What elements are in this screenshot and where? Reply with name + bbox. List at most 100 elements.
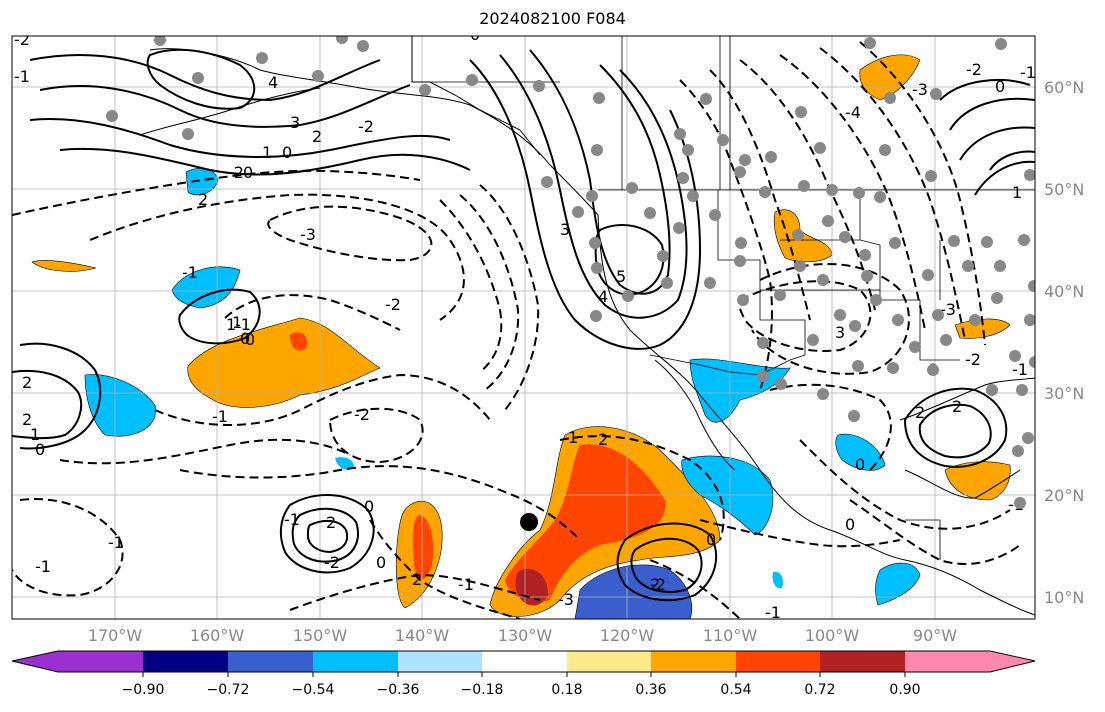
contour-label: 1: [226, 315, 236, 334]
lat-label: 20°N: [1044, 486, 1085, 505]
lon-label: 160°W: [189, 626, 245, 645]
station-dots: [106, 36, 1035, 509]
contour-label: -2: [966, 60, 982, 79]
contour-label: -2: [650, 575, 666, 594]
negative-anomaly-region: [875, 562, 921, 606]
contour-label: 1: [262, 143, 272, 162]
contour-label: 2: [650, 575, 660, 594]
contour-label: 0: [995, 77, 1005, 96]
negative-anomaly-region: [772, 571, 783, 589]
contour-label: 0: [376, 553, 386, 572]
storm-marker: [520, 513, 538, 531]
contour-label: -3: [558, 590, 574, 609]
map-frame: [11, 35, 1036, 620]
contour-label: 0: [470, 25, 480, 44]
contour-label: 2: [412, 570, 422, 589]
contour-label: -3: [940, 300, 956, 319]
contour-label: -3: [912, 80, 928, 99]
contour-label: 2: [952, 397, 962, 416]
negative-anomaly-region: [335, 457, 355, 470]
contour-label: 0: [245, 330, 255, 349]
positive-contours: [12, 48, 1035, 602]
colorbar-extend-high: [990, 651, 1035, 672]
contour-label: -1: [108, 533, 124, 552]
contour-label: -2: [14, 30, 30, 49]
map-title: 2024082100 F084: [479, 9, 626, 28]
contour-label: -3: [300, 225, 316, 244]
lat-label: 30°N: [1044, 384, 1085, 403]
contour-label: 0: [855, 455, 865, 474]
contour-label: 3: [835, 323, 845, 342]
lon-label: 100°W: [804, 626, 860, 645]
contour-label: 2: [22, 373, 32, 392]
contour-label: 2: [598, 430, 608, 449]
contour-label: -1: [1012, 360, 1028, 379]
colorbar-extend-low: [12, 651, 58, 672]
lon-label: 140°W: [394, 626, 450, 645]
contour-label: -1: [212, 407, 228, 426]
contour-label: -2: [358, 117, 374, 136]
lat-label: 60°N: [1044, 78, 1085, 97]
colorbar-tick-label: −0.54: [291, 682, 335, 698]
colorbar-tick-label: −0.72: [206, 682, 250, 698]
contour-label: 2: [915, 403, 925, 422]
lon-label: 170°W: [87, 626, 143, 645]
contour-label: 1: [1012, 183, 1022, 202]
contour-label: 0: [706, 530, 716, 549]
colorbar-tick-label: 0.36: [635, 682, 667, 698]
colorbar-tick-label: 0.72: [804, 682, 836, 698]
contour-label: 0: [240, 329, 250, 348]
contour-label: 0: [845, 515, 855, 534]
contour-label: 4: [598, 287, 608, 306]
negative-anomaly-region: [185, 167, 219, 196]
negative-anomaly-region: [835, 433, 886, 471]
lon-label: 110°W: [702, 626, 758, 645]
lon-label: 150°W: [292, 626, 348, 645]
contour-label: 0: [282, 143, 292, 162]
lon-label: 130°W: [497, 626, 553, 645]
colorbar: [11, 650, 1036, 677]
contour-label: 1: [30, 425, 40, 444]
contour-label: 5: [616, 267, 626, 286]
positive-anomaly-region: [31, 260, 97, 272]
lat-label: 50°N: [1044, 180, 1085, 199]
contour-label: -2: [354, 405, 370, 424]
contour-label: -1: [182, 263, 198, 282]
lat-label: 40°N: [1044, 282, 1085, 301]
coastlines: [139, 36, 1035, 616]
contour-label: 4: [268, 73, 278, 92]
contour-label: -1: [284, 510, 300, 529]
contour-label: -1: [35, 557, 51, 576]
contour-label: 0: [243, 163, 253, 182]
contour-label: 2: [198, 190, 208, 209]
contour-label: -1: [235, 315, 251, 334]
contour-labels: -2 -1 0 4 3 2 1 0 -2 -3 -2 3 5 4 -1 0 -1…: [14, 25, 1036, 619]
positive-anomaly-core: [412, 515, 434, 580]
contour-label: -1: [1020, 63, 1036, 82]
contour-label: -2: [324, 553, 340, 572]
political-borders: [412, 36, 1035, 560]
colorbar-tick-label: −0.90: [121, 682, 165, 698]
contour-label: 3: [290, 113, 300, 132]
contour-label: -2: [228, 163, 244, 182]
colorbar-tick-label: 0.18: [551, 682, 583, 698]
positive-anomaly-region: [944, 461, 1011, 501]
negative-anomaly-region: [84, 374, 156, 437]
lon-label: 90°W: [912, 626, 958, 645]
contour-label: 3: [560, 220, 570, 239]
positive-anomaly-core: [505, 444, 666, 602]
contour-label: -2: [385, 295, 401, 314]
contour-label: 2: [312, 127, 322, 146]
contour-label: 1: [568, 428, 578, 447]
contour-label: -4: [845, 103, 861, 122]
contour-label: 0: [35, 440, 45, 459]
contour-label: 2: [326, 513, 336, 532]
colorbar-tick-label: −0.36: [376, 682, 420, 698]
contour-label: -2: [965, 350, 981, 369]
contour-label: 0: [364, 497, 374, 516]
contour-label: 1: [232, 313, 242, 332]
colorbar-tick-label: −0.18: [460, 682, 504, 698]
positive-anomaly-core: [290, 332, 307, 351]
colorbar-tick-label: 0.54: [720, 682, 752, 698]
